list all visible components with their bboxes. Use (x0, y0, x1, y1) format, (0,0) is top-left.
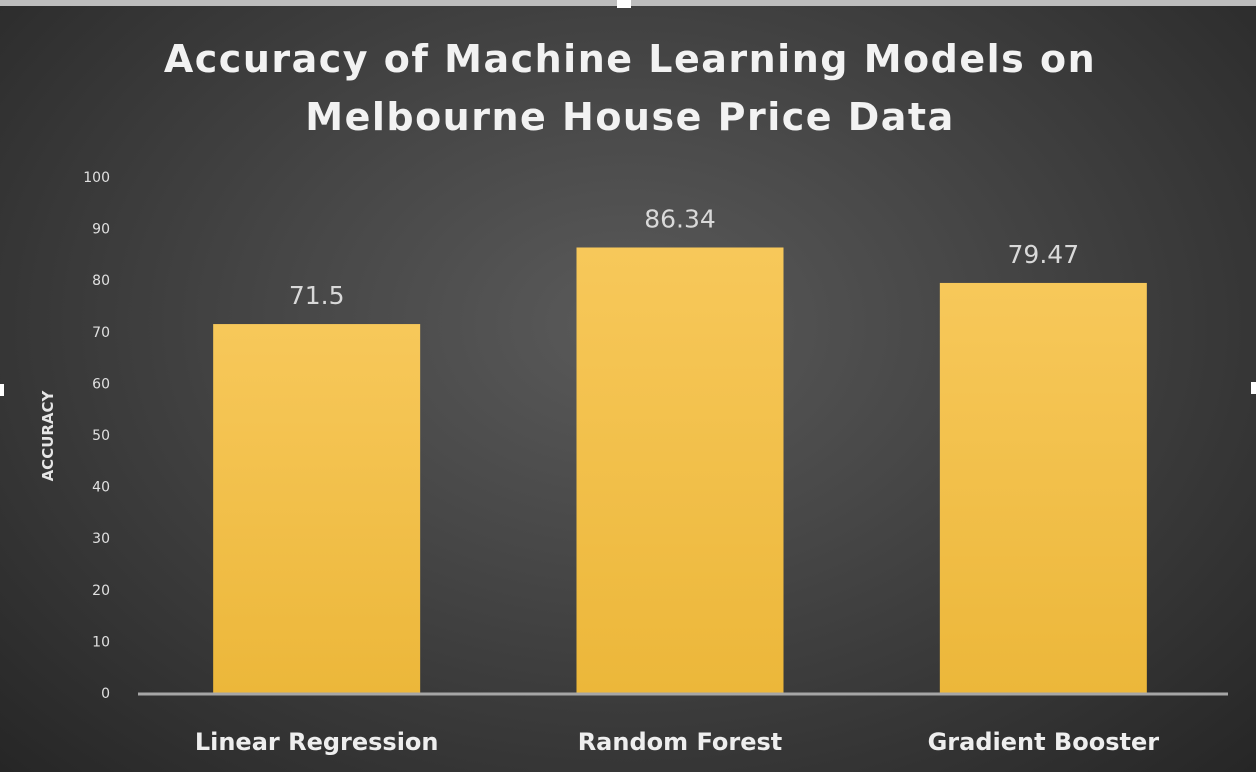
y-tick-label: 40 (92, 480, 110, 496)
data-label: 86.34 (644, 204, 716, 233)
right-resize-handle[interactable] (1251, 382, 1256, 394)
y-tick-label: 10 (92, 634, 110, 650)
data-label: 71.5 (289, 281, 345, 310)
y-tick-label: 0 (101, 686, 110, 702)
left-resize-handle[interactable] (0, 384, 4, 396)
y-tick-label: 50 (92, 428, 110, 444)
x-tick-label: Random Forest (578, 728, 783, 756)
y-tick-label: 100 (83, 170, 110, 186)
x-tick-label: Linear Regression (195, 728, 439, 756)
y-tick-label: 20 (92, 583, 110, 599)
y-tick-label: 30 (92, 531, 110, 547)
x-tick-label: Gradient Booster (928, 728, 1160, 756)
y-tick-label: 80 (92, 273, 110, 289)
y-tick-label: 70 (92, 325, 110, 341)
data-label: 79.47 (1008, 240, 1080, 269)
top-resize-handle[interactable] (617, 0, 631, 8)
y-tick-label: 90 (92, 222, 110, 238)
y-tick-label: 60 (92, 376, 110, 392)
bar (213, 324, 421, 693)
chart-title: Accuracy of Machine Learning Models on M… (163, 37, 1097, 139)
bar (576, 247, 784, 693)
bar (939, 282, 1147, 693)
